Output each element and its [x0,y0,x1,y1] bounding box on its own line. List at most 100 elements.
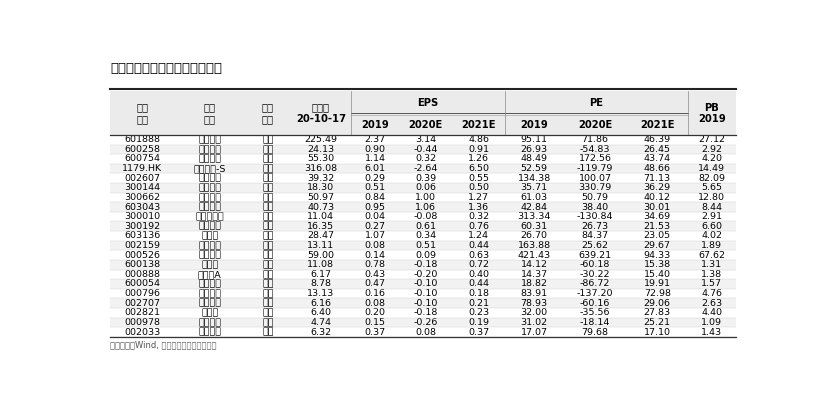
Text: 紫光学文: 紫光学文 [198,250,221,260]
Text: 82.09: 82.09 [698,174,725,183]
Text: 6.50: 6.50 [468,164,489,173]
Text: 84.37: 84.37 [581,231,608,240]
Text: 639.21: 639.21 [579,250,612,260]
Text: 313.34: 313.34 [517,212,551,221]
Text: 中青旅: 中青旅 [201,260,218,269]
Text: 29.06: 29.06 [644,299,671,308]
Text: 买入: 买入 [262,212,273,221]
Text: 134.38: 134.38 [517,174,551,183]
Bar [110,202,736,212]
Text: -0.18: -0.18 [414,308,438,317]
Text: 买入: 买入 [262,154,273,164]
Bar [110,135,736,145]
Text: 0.23: 0.23 [468,308,489,317]
Text: -0.18: -0.18 [414,260,438,269]
Text: 15.40: 15.40 [644,270,671,279]
Text: 14.12: 14.12 [521,260,548,269]
Text: 丽江股份: 丽江股份 [198,328,221,337]
Text: 4.74: 4.74 [310,318,332,327]
Text: 36.29: 36.29 [644,183,671,192]
Text: -86.72: -86.72 [580,280,610,288]
Text: -119.79: -119.79 [577,164,613,173]
Text: 29.67: 29.67 [644,241,671,250]
Text: 000888: 000888 [124,270,160,279]
Text: -0.10: -0.10 [414,289,438,298]
Text: 1.36: 1.36 [468,202,489,212]
Text: 买入: 买入 [262,174,273,183]
Text: 众信旅游: 众信旅游 [198,299,221,308]
Text: 中公教育: 中公教育 [198,174,221,183]
Text: -130.84: -130.84 [577,212,613,221]
Text: -0.26: -0.26 [414,318,438,327]
Text: 投资: 投资 [262,103,274,113]
Text: 0.51: 0.51 [415,241,436,250]
Text: 4.86: 4.86 [468,135,489,144]
Text: 0.14: 0.14 [365,250,386,260]
Text: 增持: 增持 [262,231,273,240]
Text: 26.70: 26.70 [521,231,548,240]
Text: 科德教育: 科德教育 [198,222,221,231]
Bar [110,308,736,318]
Text: 002821: 002821 [124,308,160,317]
Text: 25.62: 25.62 [581,241,608,250]
Text: 316.08: 316.08 [305,164,337,173]
Bar [110,269,736,279]
Text: 数据来源：Wind, 国信证券经济研究所整理: 数据来源：Wind, 国信证券经济研究所整理 [110,341,217,349]
Text: 1.00: 1.00 [415,193,436,202]
Text: 1.14: 1.14 [365,154,386,164]
Text: 5.65: 5.65 [701,183,722,192]
Bar [110,260,736,269]
Text: 71.13: 71.13 [644,174,671,183]
Text: 2019: 2019 [521,120,548,130]
Text: 300144: 300144 [124,183,160,192]
Text: 0.63: 0.63 [468,250,489,260]
Bar [110,327,736,337]
Text: 35.71: 35.71 [521,183,548,192]
Text: 48.66: 48.66 [644,164,671,173]
Text: 0.90: 0.90 [365,145,386,154]
Text: 603136: 603136 [124,231,160,240]
Text: 300662: 300662 [124,193,160,202]
Text: 买入: 买入 [262,202,273,212]
Bar [110,250,736,260]
Text: -30.22: -30.22 [580,270,610,279]
Text: 59.00: 59.00 [307,250,334,260]
Bar [110,279,736,289]
Text: 19.91: 19.91 [644,280,671,288]
Text: 48.49: 48.49 [521,154,548,164]
Text: 34.69: 34.69 [644,212,671,221]
Text: 55.30: 55.30 [307,154,334,164]
Text: 1.26: 1.26 [468,154,489,164]
Text: 67.62: 67.62 [698,250,725,260]
Text: 0.44: 0.44 [468,241,489,250]
Text: 公司: 公司 [204,103,216,113]
Text: 18.30: 18.30 [307,183,334,192]
Text: 2021E: 2021E [640,120,675,130]
Text: -0.20: -0.20 [414,270,438,279]
Text: 39.32: 39.32 [307,174,334,183]
Text: 6.32: 6.32 [310,328,332,337]
Text: 71.86: 71.86 [581,135,608,144]
Text: 0.04: 0.04 [365,212,386,221]
Text: 60.31: 60.31 [521,222,548,231]
Text: 2.92: 2.92 [701,145,722,154]
Text: 4.20: 4.20 [701,154,722,164]
Text: 300192: 300192 [124,222,160,231]
Bar [110,145,736,154]
Bar [110,212,736,221]
Text: 增持: 增持 [262,280,273,288]
Text: 2019: 2019 [698,114,726,124]
Text: 38.40: 38.40 [581,202,608,212]
Text: 0.95: 0.95 [365,202,386,212]
Bar [110,231,736,241]
Text: 0.06: 0.06 [415,183,436,192]
Text: EPS: EPS [417,98,438,108]
Text: 1.27: 1.27 [468,193,489,202]
Text: 002607: 002607 [124,174,160,183]
Text: 000796: 000796 [124,289,160,298]
Text: 附表：重点公司盈利预测及估值: 附表：重点公司盈利预测及估值 [110,63,222,76]
Text: 2.63: 2.63 [701,299,722,308]
Text: 163.88: 163.88 [517,241,551,250]
Text: 26.93: 26.93 [521,145,548,154]
Bar [110,241,736,250]
